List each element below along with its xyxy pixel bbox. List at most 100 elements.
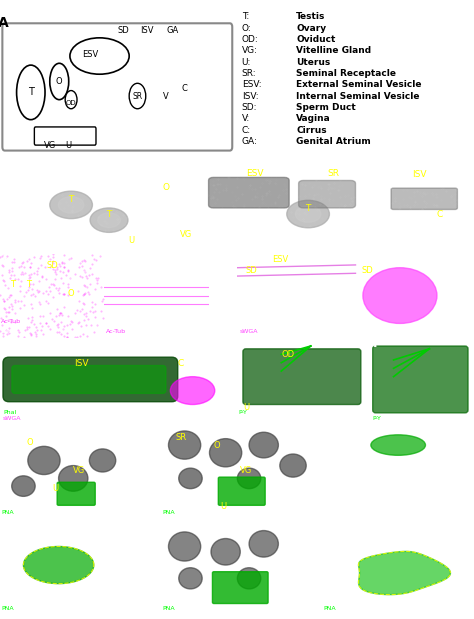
Polygon shape — [23, 547, 94, 584]
Circle shape — [179, 468, 202, 488]
FancyBboxPatch shape — [57, 482, 95, 505]
Text: PNA: PNA — [324, 606, 337, 611]
FancyBboxPatch shape — [12, 365, 166, 394]
Text: DAPI: DAPI — [163, 601, 177, 606]
Text: External Seminal Vesicle: External Seminal Vesicle — [296, 80, 422, 90]
FancyBboxPatch shape — [2, 24, 232, 150]
Text: O: O — [27, 438, 33, 447]
Ellipse shape — [17, 65, 45, 119]
Text: T: T — [28, 87, 34, 97]
Ellipse shape — [129, 84, 146, 109]
Circle shape — [280, 454, 306, 477]
Text: C: C — [436, 210, 442, 219]
Text: PNA: PNA — [163, 606, 175, 611]
Text: T:: T: — [242, 12, 249, 22]
Text: H': H' — [325, 422, 340, 435]
Text: GA:: GA: — [242, 137, 257, 146]
Text: DAPI: DAPI — [1, 505, 16, 510]
Text: O: O — [68, 288, 74, 298]
Text: F': F' — [373, 337, 385, 350]
Text: E: E — [3, 337, 11, 350]
Circle shape — [295, 206, 321, 222]
Text: O: O — [56, 77, 63, 86]
Text: T: T — [26, 280, 31, 289]
Text: Uterus: Uterus — [296, 58, 330, 67]
FancyBboxPatch shape — [34, 127, 96, 145]
Ellipse shape — [50, 63, 69, 100]
Text: U: U — [128, 236, 134, 245]
Text: U: U — [66, 141, 72, 150]
Text: SD: SD — [118, 26, 129, 35]
Text: ESV:: ESV: — [242, 80, 261, 90]
Text: Genital Atrium: Genital Atrium — [296, 137, 371, 146]
Text: ISV: ISV — [74, 358, 89, 368]
FancyBboxPatch shape — [243, 348, 361, 405]
Circle shape — [179, 568, 202, 589]
Text: DAPI: DAPI — [238, 416, 253, 421]
Text: G': G' — [3, 515, 17, 528]
Text: F: F — [240, 337, 248, 350]
Circle shape — [59, 465, 88, 491]
Text: VG: VG — [44, 141, 56, 150]
Circle shape — [90, 208, 128, 232]
Text: PNA: PNA — [1, 606, 14, 611]
Text: H: H — [164, 422, 174, 435]
Text: A: A — [0, 16, 9, 30]
Text: Seminal Receptacle: Seminal Receptacle — [296, 69, 396, 78]
Circle shape — [90, 449, 116, 472]
Text: C': C' — [107, 251, 120, 264]
Text: D: D — [240, 251, 250, 264]
Circle shape — [98, 213, 120, 228]
Text: O: O — [214, 441, 220, 449]
Text: Vagina: Vagina — [296, 115, 331, 124]
Text: SR: SR — [132, 92, 143, 100]
Text: VG: VG — [73, 466, 85, 475]
Polygon shape — [358, 552, 450, 595]
Text: ESV: ESV — [82, 50, 98, 59]
Text: C: C — [3, 251, 12, 264]
Text: U: U — [243, 403, 249, 412]
Text: SD: SD — [361, 266, 373, 275]
Text: V:: V: — [242, 115, 250, 124]
Text: ESV: ESV — [246, 169, 264, 178]
Circle shape — [210, 439, 242, 467]
Text: ISV: ISV — [140, 26, 154, 35]
Text: B: B — [5, 236, 14, 249]
Text: Sperm Duct: Sperm Duct — [296, 103, 356, 112]
Text: DAPI: DAPI — [1, 329, 16, 334]
Text: Oviduct: Oviduct — [296, 35, 336, 44]
Text: U: U — [53, 484, 59, 493]
Text: T: T — [10, 280, 16, 289]
Circle shape — [28, 446, 60, 475]
Text: OD: OD — [281, 350, 294, 359]
Text: T: T — [106, 210, 112, 219]
Text: Testis: Testis — [296, 12, 326, 22]
Text: SR:: SR: — [242, 69, 256, 78]
Text: Cirrus: Cirrus — [296, 126, 327, 135]
FancyBboxPatch shape — [391, 188, 457, 209]
Text: Internal Seminal Vesicle: Internal Seminal Vesicle — [296, 92, 420, 101]
Text: ISV:: ISV: — [242, 92, 258, 101]
Text: U: U — [220, 502, 226, 511]
Circle shape — [50, 191, 92, 219]
Text: VG: VG — [240, 466, 253, 475]
Text: G: G — [3, 422, 13, 435]
Text: C:: C: — [242, 126, 251, 135]
Text: VG: VG — [180, 230, 192, 239]
Text: ISV: ISV — [412, 170, 427, 180]
Circle shape — [211, 539, 240, 565]
Circle shape — [287, 201, 329, 228]
Ellipse shape — [170, 376, 215, 405]
Text: T: T — [68, 195, 74, 204]
Text: SD:: SD: — [242, 103, 257, 112]
Text: DAPI: DAPI — [5, 157, 23, 166]
Text: Vitelline Gland: Vitelline Gland — [296, 46, 371, 56]
Text: O: O — [163, 183, 169, 192]
Circle shape — [12, 476, 35, 496]
Text: GA: GA — [167, 26, 179, 35]
Text: V: V — [163, 92, 169, 100]
Ellipse shape — [65, 90, 77, 109]
Circle shape — [168, 532, 201, 561]
Circle shape — [249, 432, 278, 458]
Circle shape — [237, 468, 261, 488]
